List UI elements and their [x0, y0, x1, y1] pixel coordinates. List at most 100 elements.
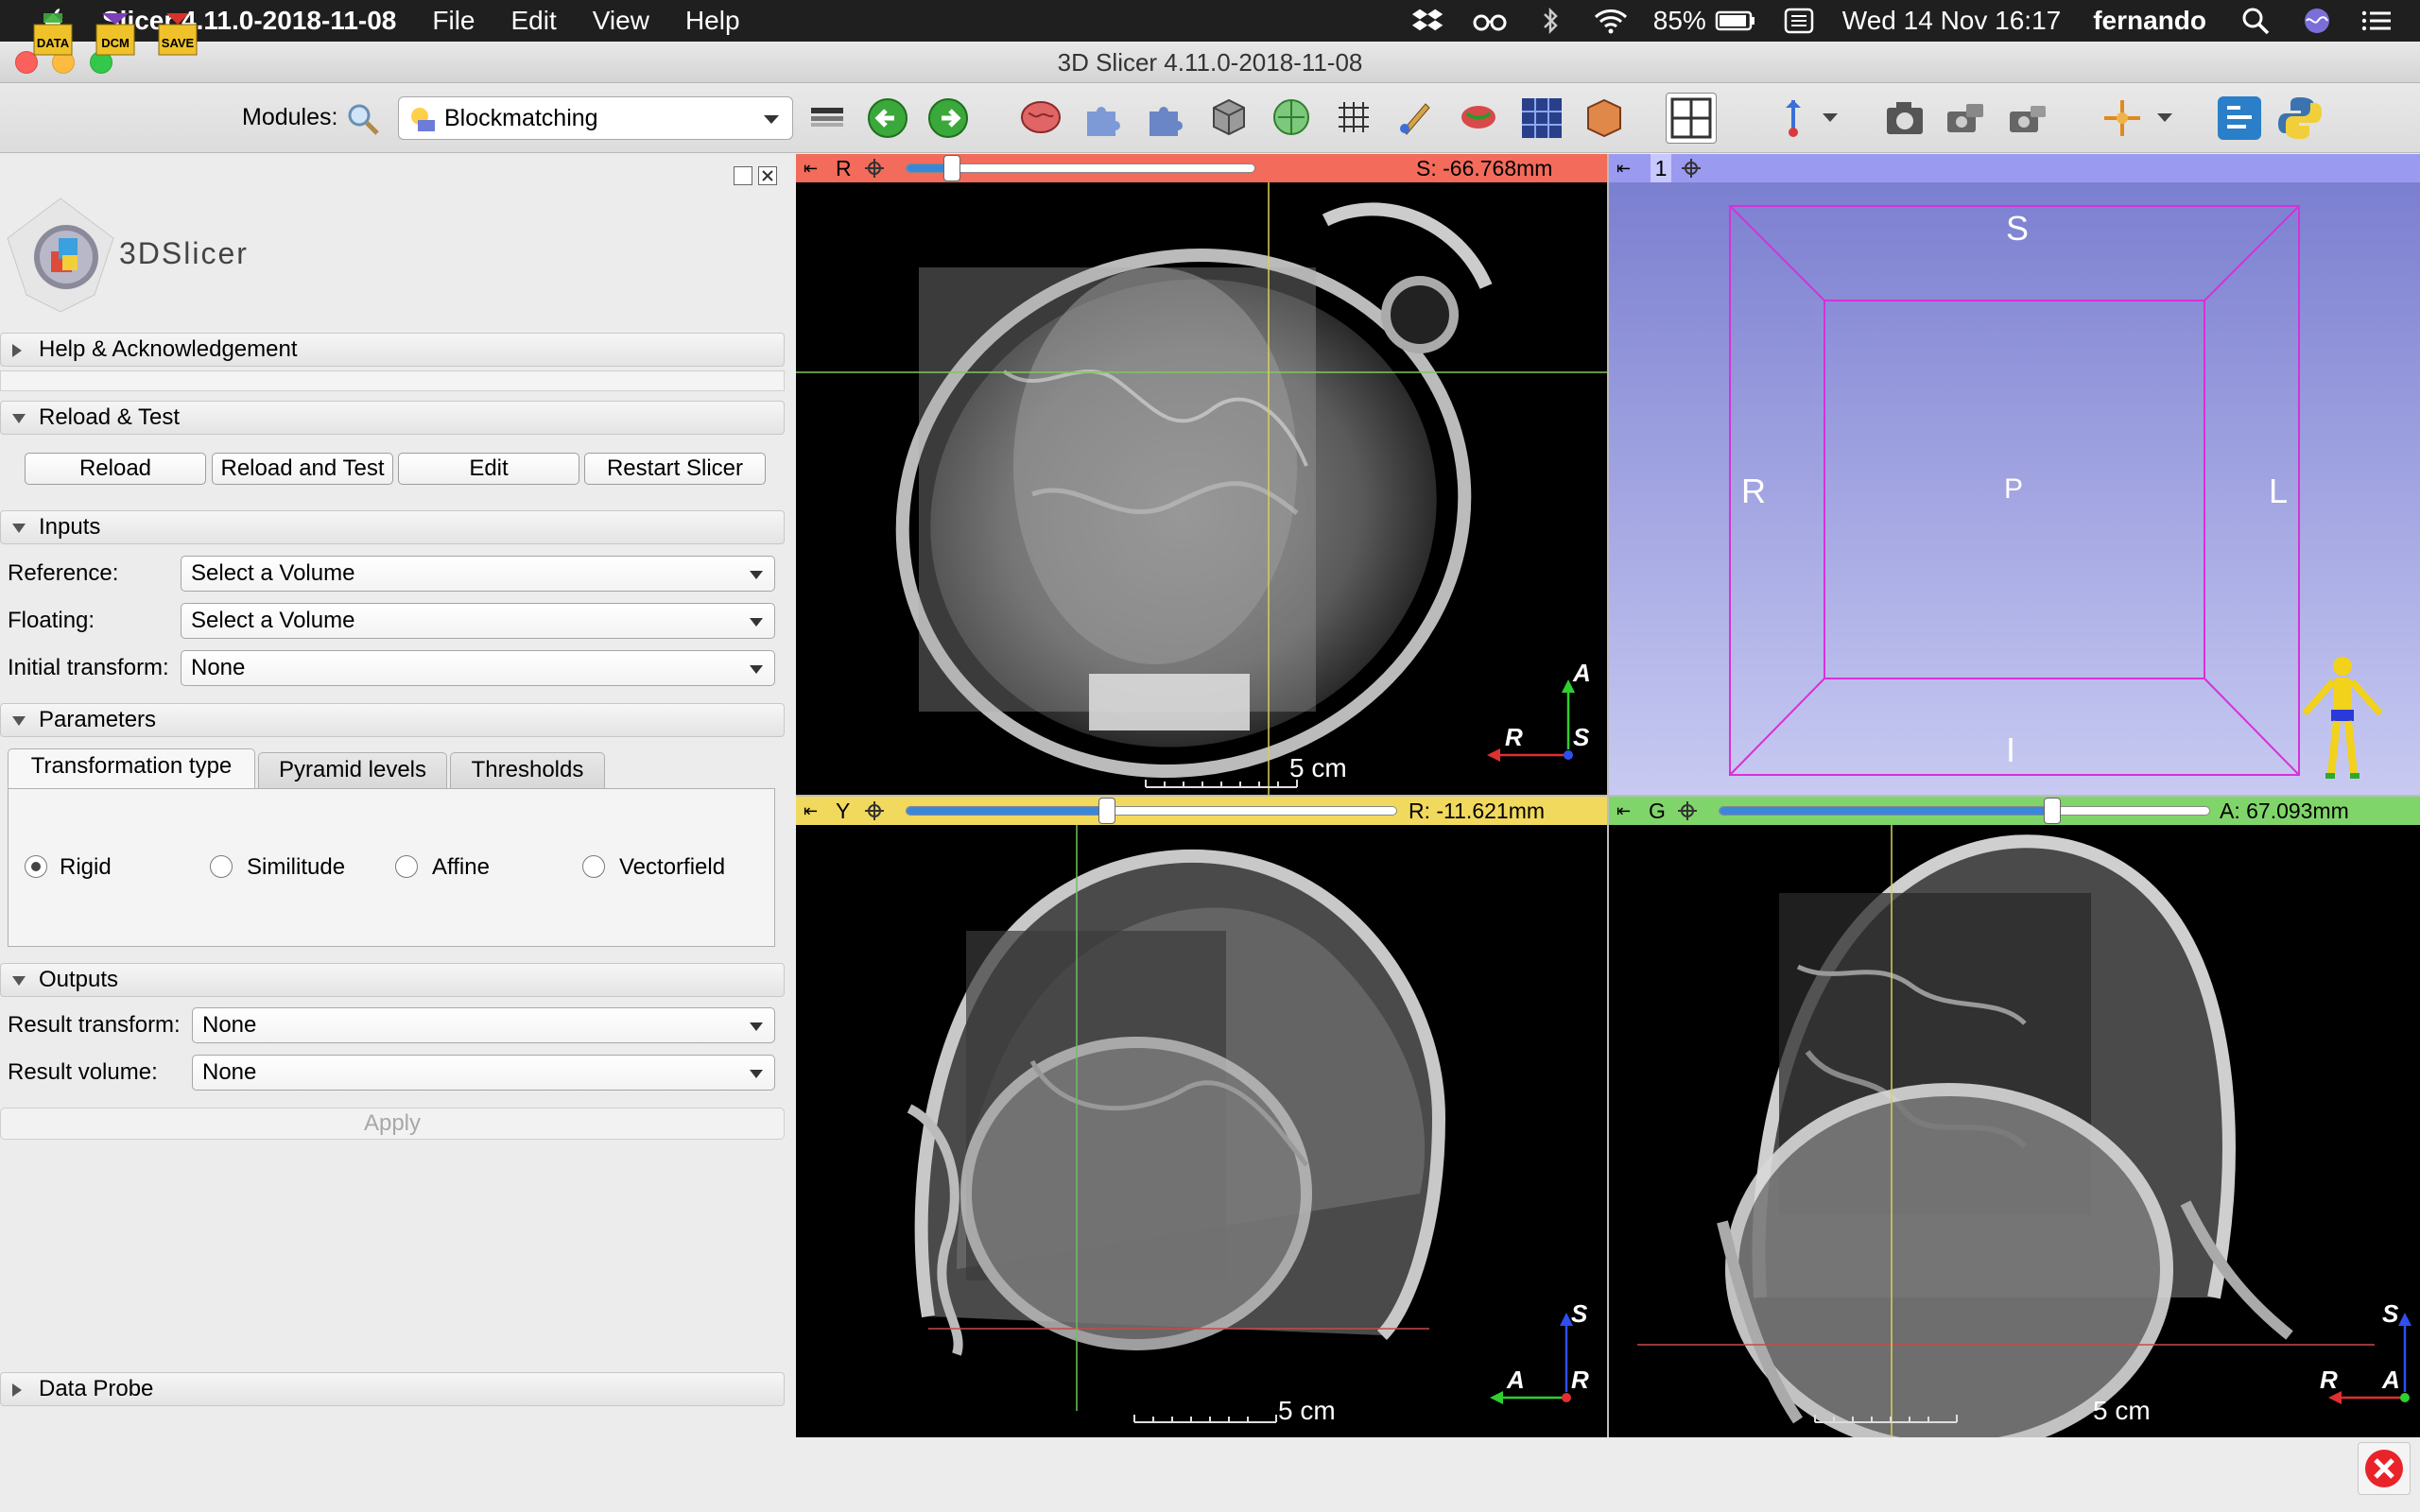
tab-transformation-type[interactable]: Transformation type [8, 748, 255, 788]
red-slice-slider[interactable] [906, 155, 1255, 181]
link-icon[interactable] [1681, 158, 1702, 179]
tab-thresholds[interactable]: Thresholds [450, 752, 605, 788]
menu-view[interactable]: View [592, 6, 649, 35]
result-volume-select[interactable]: None [192, 1055, 775, 1091]
bluetooth-icon[interactable] [1532, 7, 1568, 35]
extension-puzzle-icon[interactable] [1081, 96, 1125, 140]
keyboard-input-icon[interactable] [1782, 7, 1818, 35]
reload-section-header[interactable]: Reload & Test [0, 401, 785, 435]
reference-select[interactable]: Select a Volume [181, 556, 775, 592]
panel-close-button[interactable] [758, 166, 777, 185]
similitude-radio[interactable] [210, 855, 233, 878]
app-name-menu[interactable]: Slicer 4.11.0-2018-11-08 [102, 6, 397, 35]
layout-grid-icon[interactable] [1520, 96, 1564, 140]
menu-edit[interactable]: Edit [510, 6, 557, 35]
parameters-section-header[interactable]: Parameters [0, 703, 785, 737]
pin-icon[interactable]: ⇤ [1616, 801, 1632, 820]
vectorfield-radio[interactable] [582, 855, 605, 878]
result-transform-select[interactable]: None [192, 1007, 775, 1043]
battery-percent[interactable]: 85% [1652, 6, 1706, 35]
green-slice-view[interactable]: 5 cm S R A [1609, 825, 2420, 1437]
reload-and-test-button[interactable]: Reload and Test [212, 453, 393, 485]
pin-icon[interactable]: ⇤ [1616, 159, 1632, 178]
rigid-radio[interactable] [25, 855, 47, 878]
wifi-icon[interactable] [1593, 7, 1629, 35]
glasses-icon[interactable] [1472, 7, 1508, 35]
reload-button[interactable]: Reload [25, 453, 206, 485]
inputs-section-header[interactable]: Inputs [0, 510, 785, 544]
link-icon[interactable] [1677, 800, 1698, 821]
notification-center-icon[interactable] [2360, 7, 2395, 35]
error-log-button[interactable] [2358, 1442, 2411, 1495]
restart-slicer-button[interactable]: Restart Slicer [584, 453, 766, 485]
clock[interactable]: Wed 14 Nov 16:17 [1841, 6, 2062, 35]
collapse-arrow-icon [12, 524, 26, 533]
module-history-icon[interactable] [809, 100, 847, 138]
brain-icon[interactable] [1019, 98, 1063, 138]
close-window-button[interactable] [15, 51, 38, 74]
collapse-arrow-icon [12, 716, 26, 726]
apply-button[interactable]: Apply [0, 1108, 785, 1140]
chevron-down-icon[interactable] [1823, 113, 1838, 122]
3d-label-l: L [2269, 472, 2289, 510]
save-label: SAVE [162, 36, 195, 50]
panel-float-button[interactable] [734, 166, 752, 185]
data-probe-section-label: Data Probe [39, 1376, 154, 1401]
battery-icon[interactable] [1714, 7, 1757, 35]
screenshot-camera-icon[interactable] [1883, 98, 1927, 138]
help-section-header[interactable]: Help & Acknowledgement [0, 333, 785, 367]
parameters-section-label: Parameters [39, 707, 157, 732]
dropbox-icon[interactable] [1411, 7, 1447, 35]
pin-icon[interactable]: ⇤ [804, 159, 819, 178]
yellow-orientation-a: A [1507, 1366, 1525, 1394]
close-icon [762, 170, 773, 181]
segment-grid-icon[interactable] [1335, 98, 1373, 136]
crosshair-toggle-icon[interactable] [1772, 96, 1815, 140]
menu-file[interactable]: File [432, 6, 475, 35]
scene-views-icon[interactable] [1944, 98, 1987, 138]
markups-icon[interactable] [1458, 96, 1501, 138]
capture-icon[interactable] [2006, 98, 2049, 138]
load-dicom-button[interactable]: DCM [93, 11, 138, 57]
tab-pyramid-levels[interactable]: Pyramid levels [258, 752, 447, 788]
volume-rendering-icon[interactable] [1582, 96, 1626, 140]
extension-manager-icon[interactable] [1144, 96, 1187, 140]
green-slice-slider[interactable] [1719, 798, 2210, 824]
save-button[interactable]: SAVE [155, 11, 200, 57]
red-slice-view[interactable]: 5 cm A R S [796, 182, 1607, 795]
pin-icon[interactable]: ⇤ [804, 801, 819, 820]
link-icon[interactable] [864, 800, 885, 821]
chevron-down-icon[interactable] [2157, 113, 2172, 122]
3d-view[interactable]: S R P L I [1609, 182, 2420, 795]
fiducial-place-icon[interactable] [2100, 96, 2144, 140]
3d-view-label: 1 [1651, 154, 1671, 182]
floating-select[interactable]: Select a Volume [181, 603, 775, 639]
spotlight-search-icon[interactable] [2238, 7, 2274, 35]
edit-button[interactable]: Edit [398, 453, 579, 485]
module-selector[interactable]: Blockmatching [398, 96, 793, 140]
extension-wizard-icon[interactable] [2216, 94, 2263, 142]
link-icon[interactable] [864, 158, 885, 179]
affine-radio[interactable] [395, 855, 418, 878]
segment-editor-icon[interactable] [1395, 96, 1437, 138]
load-data-button[interactable]: DATA [30, 11, 76, 57]
initial-transform-select[interactable]: None [181, 650, 775, 686]
user-name[interactable]: fernando [2093, 6, 2206, 35]
data-probe-section-header[interactable]: Data Probe [0, 1372, 785, 1406]
yellow-slice-slider[interactable] [906, 798, 1397, 824]
yellow-slice-view[interactable]: 5 cm S A R [796, 825, 1607, 1437]
back-arrow-icon[interactable] [866, 96, 909, 140]
green-slice-offset: A: 67.093mm [2220, 799, 2349, 823]
python-console-icon[interactable] [2276, 94, 2324, 142]
red-view-label: R [836, 156, 852, 180]
axial-mri-image [796, 182, 1607, 795]
model-icon[interactable] [1270, 96, 1312, 138]
yellow-orientation-s: S [1571, 1299, 1588, 1328]
forward-arrow-icon[interactable] [926, 96, 970, 140]
outputs-section-header[interactable]: Outputs [0, 963, 785, 997]
menu-help[interactable]: Help [684, 6, 740, 35]
siri-icon[interactable] [2299, 7, 2335, 35]
module-search-icon[interactable] [344, 100, 382, 138]
layout-selector-button[interactable] [1666, 93, 1717, 144]
volume-cube-icon[interactable] [1208, 96, 1250, 138]
